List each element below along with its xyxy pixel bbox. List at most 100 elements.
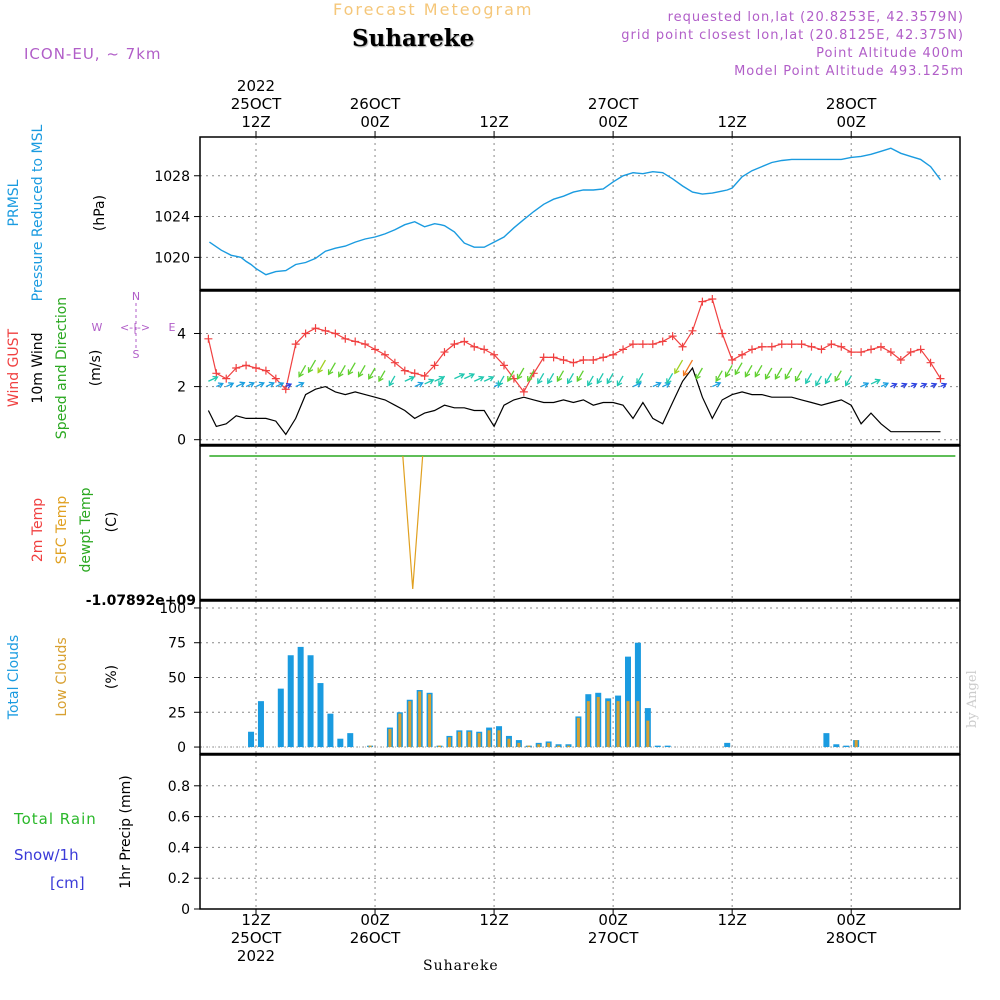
wind-arrow-head — [764, 373, 771, 380]
wind-arrow-head — [212, 375, 219, 382]
wind-gust-marker — [351, 337, 360, 346]
top-time-label: 00Z — [598, 113, 627, 131]
wind-direction-arrow — [815, 375, 823, 386]
precip-tick-label: 0.4 — [168, 840, 190, 856]
wind-arrow-head — [468, 372, 476, 379]
model-label: ICON-EU, ~ 7km — [24, 45, 162, 63]
low-cloud-bar — [398, 713, 402, 748]
wind-gust-marker — [926, 358, 935, 367]
top-time-label: 28OCT — [826, 95, 877, 113]
low-cloud-bar — [368, 745, 372, 748]
wind-arrow-head — [547, 378, 553, 385]
wind-arrow-head — [478, 375, 485, 382]
wind-direction-arrow — [795, 370, 803, 382]
wind-direction-arrow — [245, 382, 255, 388]
wind-gust-marker — [321, 326, 330, 335]
wind-arrow-head — [239, 381, 246, 388]
low-cloud-bar — [477, 733, 481, 748]
model-altitude: Model Point Altitude 493.125m — [734, 64, 964, 79]
precip-unit-label: 1hr Precip (mm) — [118, 775, 134, 888]
wind-gust-marker — [410, 369, 419, 378]
compass-east: E — [169, 321, 176, 334]
wind-gust-marker — [380, 350, 389, 359]
wind-direction-arrow — [404, 376, 415, 382]
wind-direction-arrow — [632, 382, 642, 388]
total-cloud-bar — [843, 745, 850, 748]
wind-arrow-head — [744, 371, 751, 378]
precip-tick-label: 0.8 — [168, 779, 190, 795]
wind-gust-marker — [757, 342, 766, 351]
wind-arrow-head — [327, 369, 334, 376]
wind-arrow-head — [911, 382, 918, 389]
total-cloud-bar — [823, 733, 830, 748]
total-cloud-bar — [277, 688, 284, 748]
bottom-time-label: 00Z — [837, 911, 866, 929]
clouds-tick-label: 25 — [168, 705, 186, 721]
wind-arrow-head — [794, 375, 801, 383]
wind-gust-marker — [519, 387, 528, 396]
wind-arrow-head — [368, 373, 374, 380]
wind-gust-marker — [222, 374, 231, 383]
wind-arrow-head — [596, 378, 603, 385]
wind-gust-marker — [807, 342, 816, 351]
wind-gust-marker — [204, 334, 213, 343]
low-cloud-bar — [596, 696, 600, 748]
wind-direction-arrow — [378, 370, 386, 382]
low-cloud-bar — [527, 745, 531, 748]
wind-gust-marker — [311, 324, 320, 333]
wind-direction-arrow — [860, 382, 869, 388]
wind-gust-marker — [906, 348, 915, 357]
wind-gust-marker — [916, 345, 925, 354]
wind-gust-series — [207, 298, 942, 394]
wind-direction-arrow — [338, 365, 346, 377]
top-time-label: 00Z — [360, 113, 389, 131]
wind-arrow-head — [824, 378, 831, 385]
wind-direction-arrow — [347, 362, 356, 375]
wind-direction-arrow — [454, 373, 465, 380]
wind-direction-arrow — [307, 359, 317, 373]
wind-arrow-head — [278, 381, 285, 388]
wind-gust-marker — [867, 345, 876, 354]
top-time-label: 25OCT — [231, 95, 282, 113]
wind-arrow-head — [606, 378, 613, 385]
wind-direction-arrow — [438, 375, 446, 386]
wind-speed-direction-label: Speed and Direction — [54, 297, 70, 439]
sfc-temp-series — [402, 455, 424, 590]
low-cloud-bar — [428, 694, 432, 748]
low-cloud-bar — [576, 717, 580, 748]
grid-point-coordinates: grid point closest lon,lat (20.8125E, 42… — [621, 28, 964, 43]
wind-gust-marker — [589, 356, 598, 365]
total-cloud-bar — [257, 701, 264, 748]
wind-gust-marker — [708, 294, 717, 303]
wind-direction-arrow — [414, 382, 423, 388]
wind-arrow-head — [495, 382, 502, 389]
wind-direction-arrow — [712, 382, 721, 388]
wind-direction-arrow — [298, 365, 307, 377]
wind-direction-arrow — [587, 375, 594, 386]
low-cloud-bar — [487, 730, 491, 748]
wind-gust-marker — [500, 361, 508, 370]
wind-arrow-head — [248, 381, 256, 388]
wind-arrow-head — [784, 373, 791, 380]
wind-arrow-head — [378, 375, 384, 383]
wind-gust-marker — [539, 353, 548, 362]
wind-direction-arrow — [208, 376, 218, 382]
wind-direction-arrow — [674, 359, 684, 374]
bottom-time-label: 12Z — [241, 911, 270, 929]
wind-direction-arrow — [754, 365, 763, 377]
wind-gust-marker — [738, 350, 747, 359]
pressure-tick-label: 1028 — [154, 169, 190, 185]
top-time-label: 26OCT — [350, 95, 401, 113]
wind-direction-arrow — [567, 372, 575, 384]
wind-gust-marker — [420, 371, 429, 380]
wind-arrow-head — [217, 382, 224, 389]
wind-arrow-head — [438, 380, 444, 387]
total-cloud-bar — [654, 745, 661, 748]
top-time-label: 12Z — [717, 113, 746, 131]
compass-west: W — [92, 321, 103, 334]
top-time-label: 12Z — [479, 113, 508, 131]
low-cloud-bar — [616, 701, 620, 748]
temp-2m-label: 2m Temp — [30, 498, 46, 562]
wind-direction-arrow — [328, 362, 336, 375]
